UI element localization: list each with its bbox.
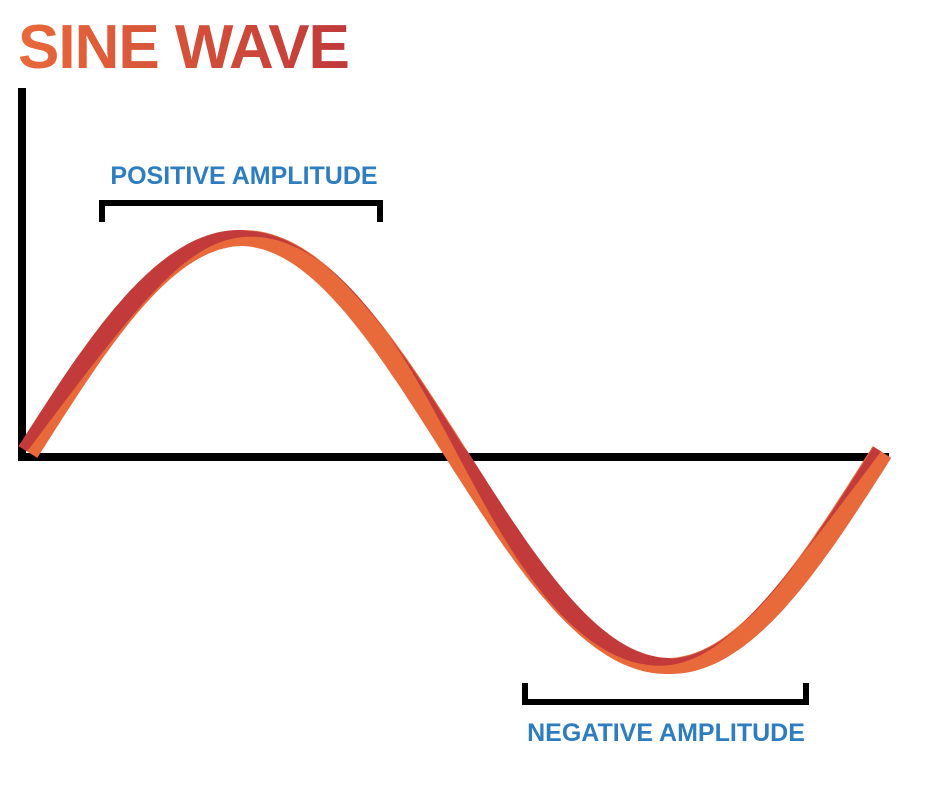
negative-amplitude-label: NEGATIVE AMPLITUDE (527, 719, 805, 747)
positive-amplitude-label: POSITIVE AMPLITUDE (110, 162, 377, 190)
diagram-title: SINE WAVE (18, 13, 349, 82)
sine-wave-band (18, 230, 892, 674)
positive-amplitude-bracket (99, 200, 383, 222)
negative-amplitude-bracket (522, 683, 809, 705)
sine-wave-curve (18, 230, 892, 674)
